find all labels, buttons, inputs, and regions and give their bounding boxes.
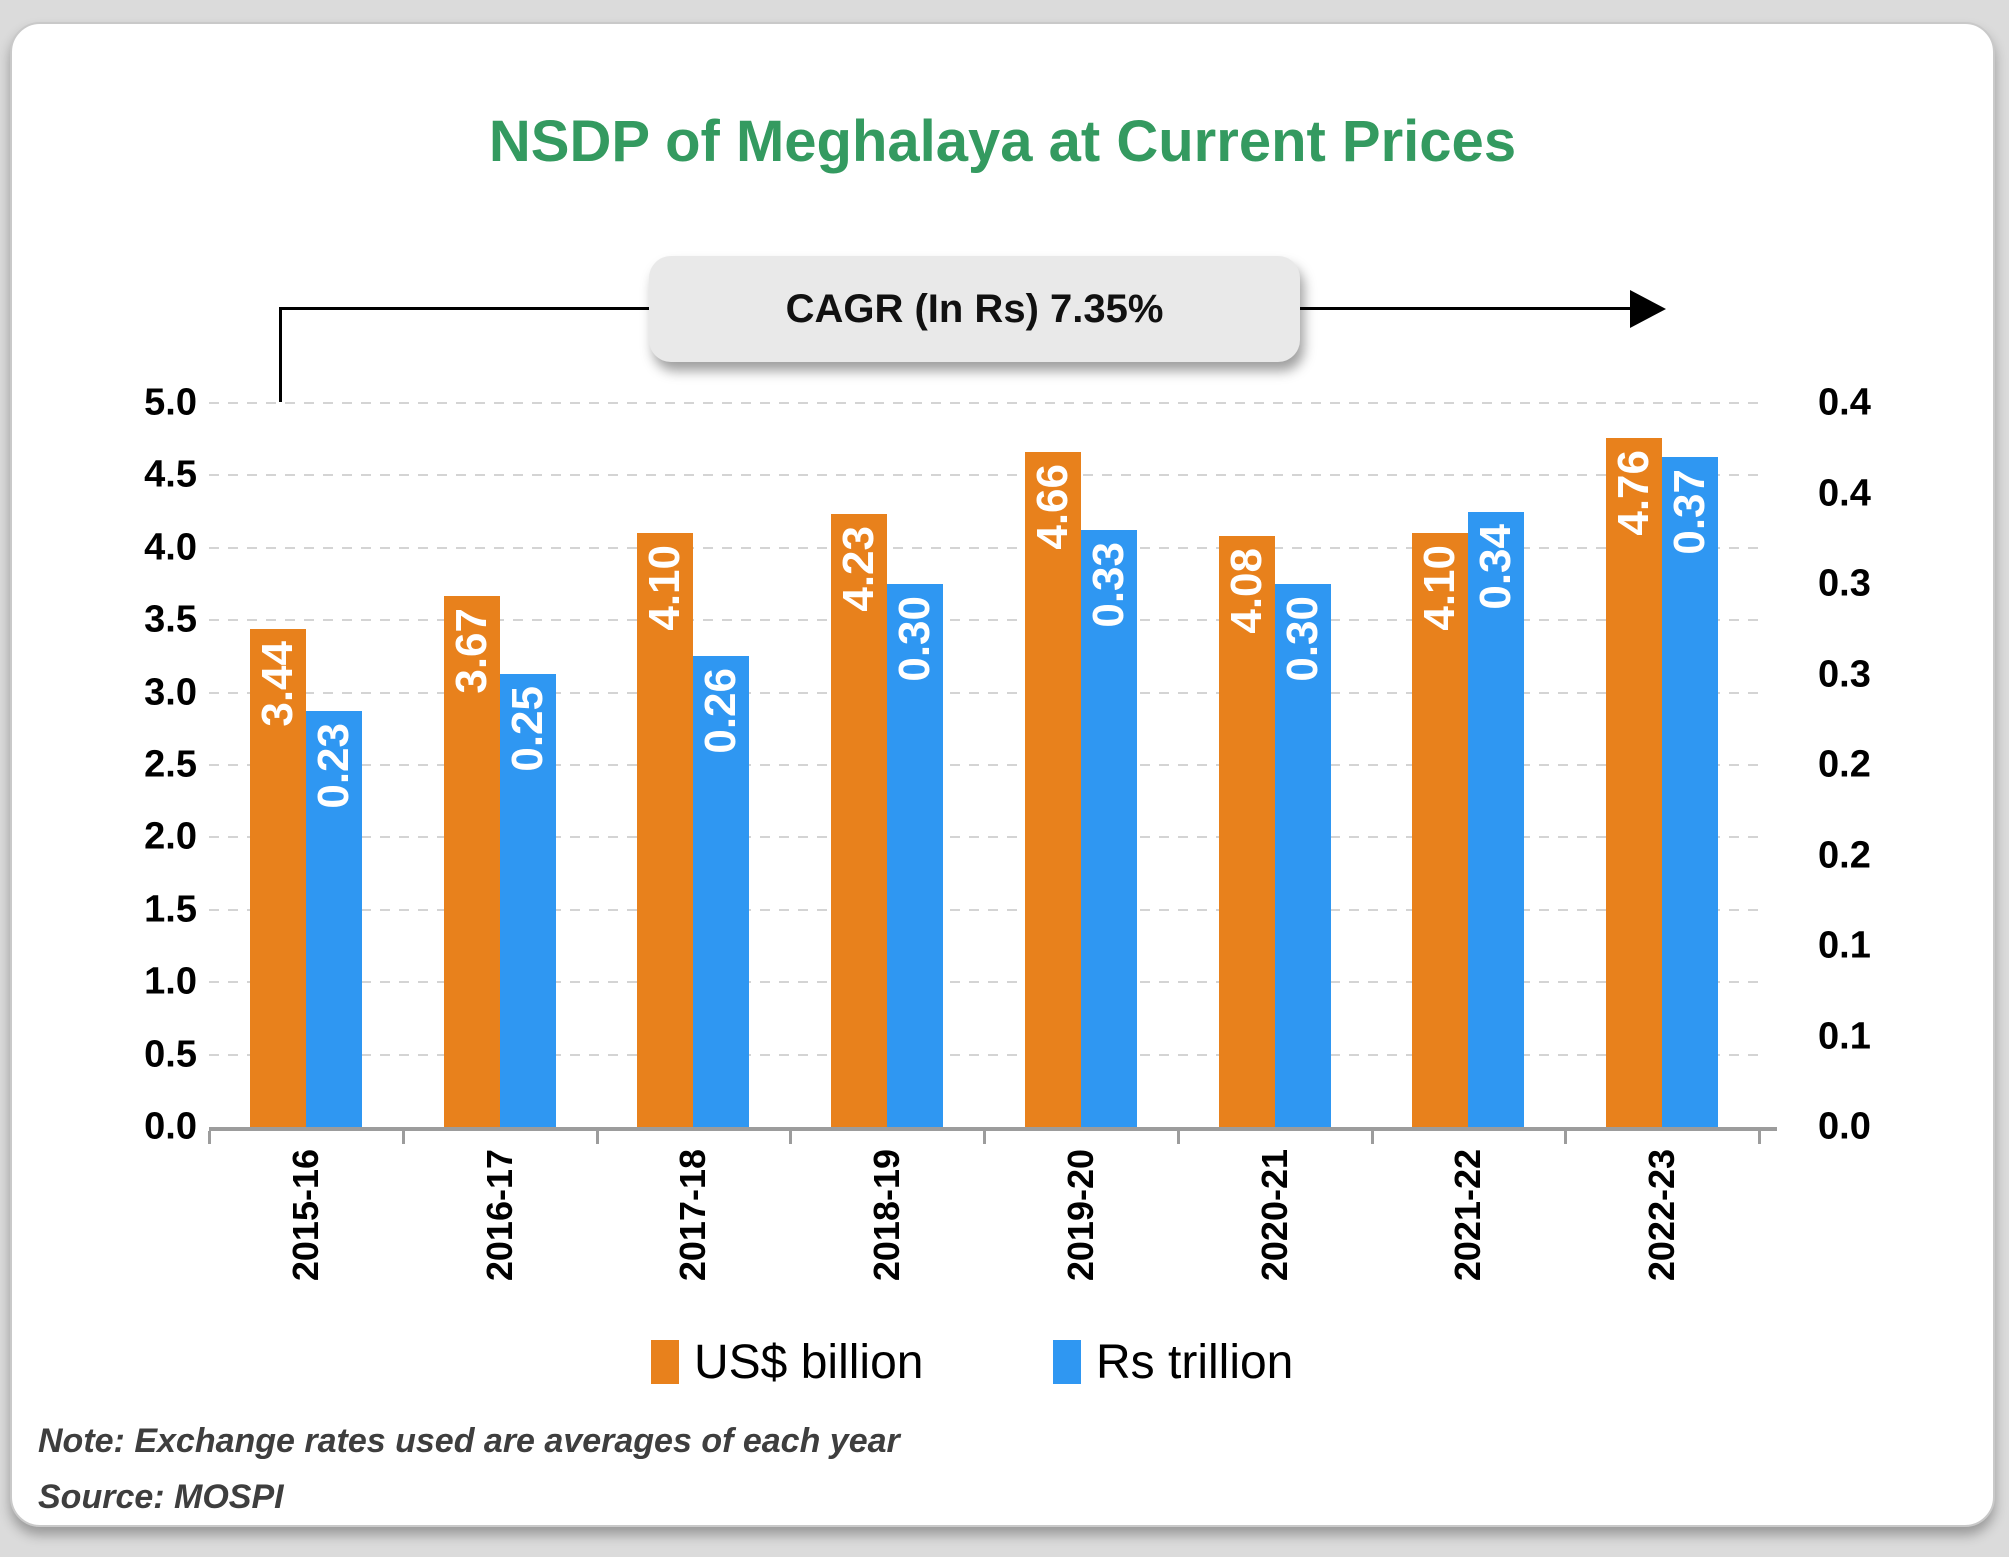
- bar-value-label: 0.26: [696, 668, 746, 754]
- y-axis-left-tick-label: 1.5: [144, 888, 197, 931]
- x-axis-category-label: 2020-21: [1253, 1149, 1295, 1282]
- y-axis-right-tick-label: 0.3: [1818, 562, 1871, 605]
- bar-us-billion: 4.76: [1606, 438, 1663, 1127]
- x-axis-category-label: 2017-18: [672, 1149, 714, 1282]
- gridline: [209, 474, 1759, 477]
- bar-value-label: 0.30: [890, 596, 940, 682]
- bar-value-label: 0.23: [308, 723, 358, 809]
- x-axis-line: [209, 1127, 1777, 1131]
- gridline: [209, 402, 1759, 404]
- x-axis-tick: [983, 1131, 986, 1144]
- cagr-elbow-line: [279, 308, 282, 402]
- bar-value-label: 4.10: [640, 545, 690, 631]
- bar-rs-trillion: 0.30: [1274, 584, 1331, 1127]
- bar-value-label: 0.30: [1277, 596, 1327, 682]
- y-axis-right-tick-label: 0.0: [1818, 1105, 1871, 1148]
- y-axis-left-tick-label: 4.0: [144, 526, 197, 569]
- bar-value-label: 0.33: [1083, 542, 1133, 628]
- y-axis-right-tick-label: 0.4: [1818, 472, 1871, 514]
- y-axis-left-tick-label: 3.5: [144, 598, 197, 641]
- bar-us-billion: 4.66: [1024, 452, 1081, 1127]
- cagr-arrowhead-icon: [1630, 290, 1666, 328]
- bar-rs-trillion: 0.25: [499, 674, 556, 1127]
- x-axis-tick: [1564, 1131, 1568, 1144]
- bar-value-label: 4.08: [1221, 548, 1271, 634]
- y-axis-right-tick-label: 0.1: [1818, 1015, 1871, 1057]
- y-axis-right-tick-label: 0.1: [1818, 924, 1871, 967]
- bar-value-label: 3.44: [252, 641, 302, 727]
- cagr-label: CAGR (In Rs) 7.35%: [785, 286, 1164, 331]
- bar-rs-trillion: 0.26: [693, 656, 750, 1127]
- bar-rs-trillion: 0.23: [305, 711, 362, 1127]
- bar-rs-trillion: 0.33: [1080, 530, 1137, 1127]
- x-axis-category-label: 2018-19: [866, 1149, 908, 1282]
- chart-card: NSDP of Meghalaya at Current Prices CAGR…: [10, 22, 1995, 1527]
- bar-rs-trillion: 0.37: [1662, 457, 1719, 1127]
- y-axis-right-tick-label: 0.2: [1818, 834, 1871, 876]
- bar-us-billion: 4.08: [1218, 536, 1275, 1127]
- gridline: [209, 908, 1759, 911]
- bar-rs-trillion: 0.30: [887, 584, 944, 1127]
- y-axis-left-tick-label: 0.5: [144, 1033, 197, 1076]
- x-axis-tick: [595, 1131, 599, 1144]
- legend-label: US$ billion: [694, 1335, 924, 1389]
- bar-us-billion: 3.44: [249, 629, 306, 1127]
- bar-rs-trillion: 0.34: [1468, 512, 1525, 1127]
- x-axis-category-label: 2022-23: [1641, 1149, 1683, 1282]
- note-source: Source: MOSPI: [38, 1478, 284, 1516]
- bar-value-label: 0.37: [1665, 469, 1715, 555]
- gridline: [209, 981, 1759, 984]
- cagr-callout: CAGR (In Rs) 7.35%: [649, 256, 1300, 362]
- legend-item-rs-trillion: Rs trillion: [1053, 1336, 1293, 1389]
- y-axis-right-tick-label: 0.2: [1818, 743, 1871, 786]
- y-axis-left-tick-label: 5.0: [144, 381, 197, 424]
- bar-us-billion: 3.67: [443, 596, 500, 1127]
- bar-value-label: 4.23: [834, 526, 884, 612]
- y-axis-left-tick-label: 2.5: [144, 743, 197, 786]
- x-axis-tick: [1176, 1131, 1180, 1144]
- legend-swatch-blue: [1053, 1340, 1081, 1384]
- gridline: [209, 764, 1759, 766]
- y-axis-right-tick-label: 0.4: [1818, 381, 1871, 424]
- x-axis-category-label: 2019-20: [1059, 1149, 1101, 1282]
- chart-title: NSDP of Meghalaya at Current Prices: [488, 109, 1517, 174]
- x-axis-category-label: 2021-22: [1447, 1149, 1489, 1282]
- bar-value-label: 0.25: [502, 686, 552, 772]
- bar-us-billion: 4.23: [831, 514, 888, 1127]
- x-axis-tick: [1758, 1131, 1761, 1144]
- gridline: [209, 836, 1759, 839]
- plot-area: 5.0 4.5 4.0 3.5 3.0 2.5 2.0 1.5 1.0 0.5 0.0 0.4 0.4 0…: [12, 24, 1993, 1525]
- x-axis-tick: [1370, 1131, 1374, 1144]
- y-axis-left-tick-label: 1.0: [144, 960, 197, 1003]
- bar-value-label: 0.34: [1471, 524, 1521, 610]
- legend-label: Rs trillion: [1096, 1335, 1294, 1389]
- bar-us-billion: 4.10: [637, 533, 694, 1127]
- gridline: [209, 619, 1759, 622]
- x-axis-tick: [401, 1131, 405, 1144]
- legend-item-us-billion: US$ billion: [651, 1336, 923, 1389]
- y-axis-left-tick-label: 2.0: [144, 815, 197, 858]
- legend-swatch-orange: [651, 1340, 679, 1384]
- bar-value-label: 4.76: [1609, 450, 1659, 536]
- x-axis-tick: [789, 1131, 793, 1144]
- y-axis-left-tick-label: 0.0: [144, 1105, 197, 1148]
- x-axis-tick: [208, 1131, 211, 1144]
- bar-value-label: 4.66: [1027, 464, 1077, 550]
- gridline: [209, 691, 1759, 694]
- x-axis-category-label: 2015-16: [284, 1149, 326, 1282]
- bar-value-label: 3.67: [446, 608, 496, 694]
- bar-value-label: 4.10: [1415, 545, 1465, 631]
- y-axis-left-tick-label: 3.0: [144, 671, 197, 714]
- gridline: [209, 546, 1759, 549]
- x-axis-category-label: 2016-17: [478, 1149, 520, 1282]
- gridline: [209, 1053, 1759, 1056]
- y-axis-right-tick-label: 0.3: [1818, 653, 1871, 695]
- note-exchange-rates: Note: Exchange rates used are averages o…: [38, 1422, 900, 1460]
- y-axis-left-tick-label: 4.5: [144, 453, 197, 496]
- bar-us-billion: 4.10: [1412, 533, 1469, 1127]
